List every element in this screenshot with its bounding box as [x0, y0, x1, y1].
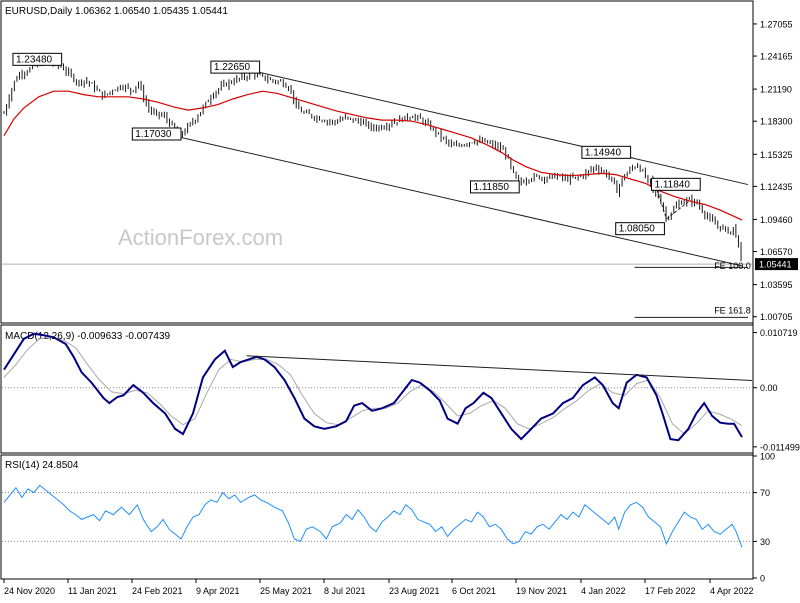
fe-label: FE 161.8	[714, 305, 751, 315]
price-tick-label: 1.15325	[760, 150, 793, 160]
macd-tick-label: 0.00	[760, 383, 778, 393]
rsi-tick-label: 0	[760, 574, 765, 584]
rsi-title: RSI(14) 24.8504	[5, 460, 79, 471]
price-tick-label: 1.27055	[760, 19, 793, 29]
price-label: 1.08050	[619, 224, 656, 235]
price-label-box	[210, 60, 261, 74]
x-tick-label: 11 Jan 2021	[68, 586, 117, 596]
price-label-box	[581, 145, 632, 159]
price-label-box	[469, 180, 520, 194]
x-tick-label: 4 Apr 2022	[710, 586, 754, 596]
price-label-box	[12, 52, 63, 66]
rsi-levels	[2, 492, 752, 542]
x-tick-label: 25 May 2021	[260, 586, 312, 596]
x-axis: 24 Nov 2020 11 Jan 2021 24 Feb 2021 9 Apr 2…	[3, 579, 754, 596]
price-label: 1.11850	[473, 182, 509, 193]
price-tick-label: 1.12435	[760, 182, 793, 192]
price-tick-label: 1.24165	[760, 52, 793, 62]
price-label: 1.11840	[655, 179, 691, 190]
price-tick-label: 1.03595	[760, 280, 793, 290]
fe-label: FE 100.0	[714, 261, 751, 271]
macd-trendline	[246, 355, 753, 381]
price-tick-label: 1.09460	[760, 215, 793, 225]
price-header: EURUSD,Daily 1.06362 1.06540 1.05435 1.0…	[5, 6, 228, 17]
x-tick-label: 17 Feb 2022	[645, 586, 696, 596]
price-y-axis: 1.27055 1.24165 1.21190 1.18300 1.15325 1.124…	[753, 19, 798, 322]
price-series	[3, 58, 743, 262]
price-label-box	[651, 177, 701, 191]
rsi-panel-frame	[0, 454, 754, 580]
macd-y-axis: 0.010719 0.00 -0.011499	[753, 328, 800, 452]
last-price-label: 1.05441	[759, 260, 792, 270]
price-tick-label: 1.06570	[760, 247, 793, 257]
macd-tick-label: -0.011499	[760, 442, 800, 452]
channel-line	[254, 70, 749, 186]
x-tick-label: 24 Nov 2020	[4, 586, 55, 596]
watermark: ActionForex.com	[118, 225, 283, 250]
price-label: 1.17030	[135, 129, 172, 140]
channel-line	[178, 136, 743, 267]
rsi-y-axis: 100 70 30 0	[753, 452, 775, 584]
last-price-box	[755, 258, 798, 271]
price-labels: 1.23480 1.22650 1.17030 1.11850 1.14940 1.118…	[12, 52, 751, 315]
x-tick-label: 24 Feb 2021	[132, 586, 183, 596]
rsi-series	[3, 484, 743, 548]
price-panel-frame	[0, 0, 754, 324]
price-label: 1.22650	[214, 62, 251, 73]
price-tick-label: 1.18300	[760, 117, 793, 127]
macd-main-line	[3, 332, 743, 442]
x-tick-label: 9 Apr 2021	[196, 586, 240, 596]
price-lines	[2, 70, 752, 318]
macd-title: MACD(12,26,9) -0.009633 -0.007439	[5, 331, 171, 342]
moving-average-line	[3, 90, 743, 221]
macd-tick-label: 0.010719	[760, 328, 798, 338]
price-label-box	[131, 127, 182, 141]
rsi-tick-label: 100	[760, 452, 775, 462]
price-tick-label: 1.00705	[760, 312, 793, 322]
rsi-line	[3, 484, 743, 548]
macd-series	[3, 332, 753, 442]
x-tick-label: 19 Nov 2021	[516, 586, 567, 596]
x-tick-label: 23 Aug 2021	[389, 586, 440, 596]
x-tick-label: 4 Jan 2022	[581, 586, 626, 596]
price-tick-label: 1.21190	[760, 85, 792, 95]
x-tick-label: 8 Jul 2021	[324, 586, 366, 596]
price-label-box	[615, 222, 665, 236]
rsi-tick-label: 70	[760, 488, 770, 498]
macd-panel-frame	[0, 324, 754, 454]
x-tick-label: 6 Oct 2021	[452, 586, 496, 596]
rsi-tick-label: 30	[760, 537, 770, 547]
price-label: 1.14940	[585, 147, 622, 158]
price-label: 1.23480	[16, 54, 53, 65]
